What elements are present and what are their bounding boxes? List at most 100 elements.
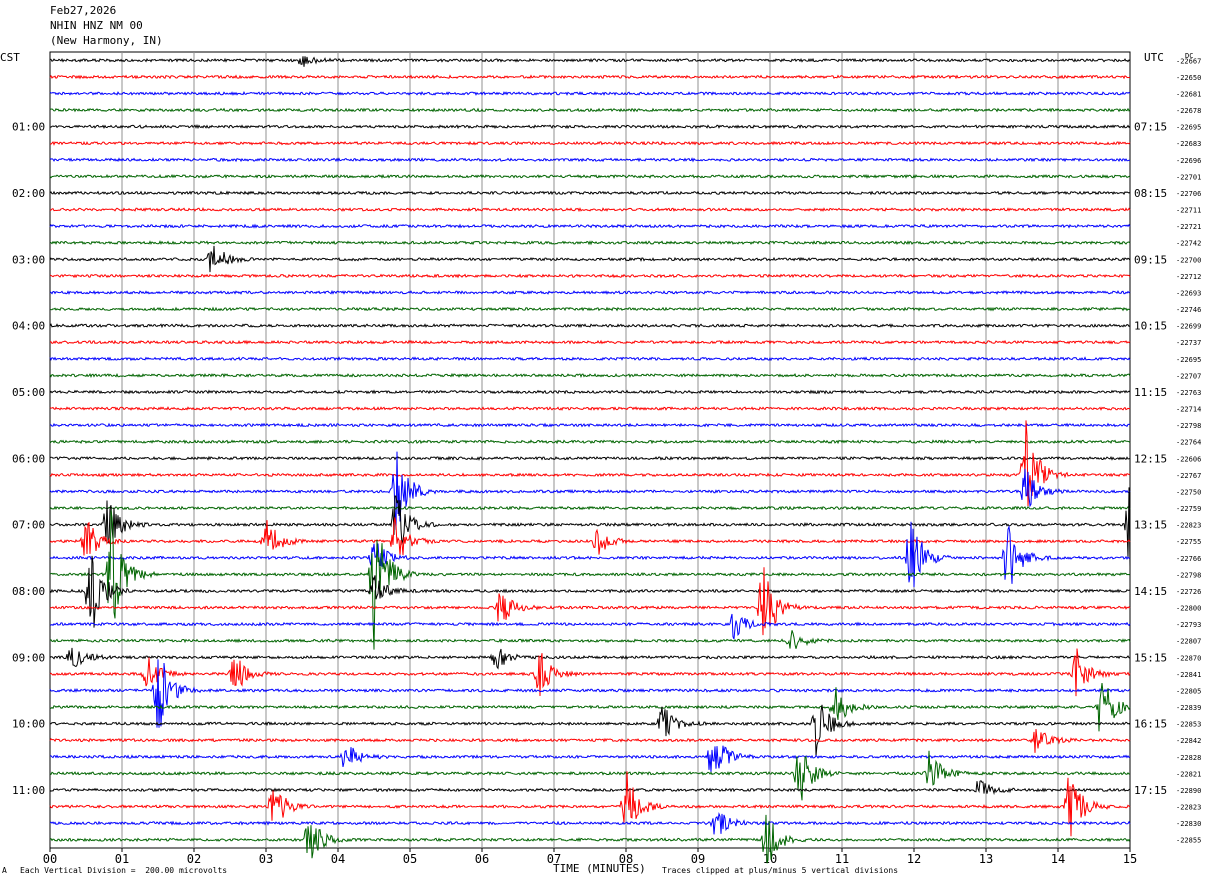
dc-offset-label: -22853 — [1176, 721, 1201, 729]
trace-row — [49, 745, 1131, 773]
dc-offset-label: -22683 — [1176, 140, 1201, 148]
left-hour-label: 10:00 — [12, 718, 45, 731]
trace-row — [49, 682, 1131, 732]
dc-offset-label: -22805 — [1176, 687, 1201, 695]
dc-offset-label: -22855 — [1176, 837, 1201, 845]
trace-row — [49, 245, 1131, 273]
trace-row — [49, 555, 1131, 628]
right-hour-label: 16:15 — [1134, 718, 1167, 731]
trace-row — [49, 124, 1131, 130]
left-hour-label: 05:00 — [12, 386, 45, 399]
trace-row — [50, 306, 1131, 312]
x-tick-label: 00 — [43, 852, 57, 866]
dc-offset-label: -22823 — [1176, 804, 1201, 812]
x-tick-label: 07 — [547, 852, 561, 866]
right-timezone-label: UTC — [1144, 51, 1164, 64]
dc-offset-label: -22828 — [1176, 754, 1201, 762]
left-hour-label: 06:00 — [12, 452, 45, 465]
x-tick-label: 11 — [835, 852, 849, 866]
plot-frame — [49, 51, 1131, 849]
x-tick-label: 06 — [475, 852, 489, 866]
right-hour-label: 17:15 — [1134, 784, 1167, 797]
plot-date: Feb27,2026 — [50, 4, 117, 17]
clipping-note: Traces clipped at plus/minus 5 vertical … — [662, 866, 899, 875]
trace-row — [49, 356, 1131, 362]
left-timezone-label: CST — [0, 51, 20, 64]
dc-offset-label: -22798 — [1176, 571, 1201, 579]
x-tick-label: 05 — [403, 852, 417, 866]
trace-row — [49, 157, 1131, 163]
trace-row — [49, 487, 1131, 567]
right-hour-label: 11:15 — [1134, 386, 1167, 399]
x-tick-label: 04 — [331, 852, 345, 866]
trace-row — [50, 510, 1131, 650]
trace-row — [49, 223, 1131, 229]
trace-row — [49, 107, 1131, 113]
trace-row — [49, 289, 1131, 295]
right-hour-label: 09:15 — [1134, 253, 1167, 266]
trace-row — [49, 771, 1131, 837]
trace-row — [49, 190, 1131, 196]
x-tick-label: 12 — [907, 852, 921, 866]
trace-row — [49, 372, 1131, 379]
dc-offset-label: -22759 — [1176, 505, 1201, 513]
dc-offset-label: -22714 — [1176, 406, 1201, 414]
trace-row — [49, 613, 1131, 640]
trace-row — [49, 659, 1131, 728]
trace-row — [49, 567, 1131, 636]
dc-offset-label: -22890 — [1176, 787, 1201, 795]
dc-offset-label: -22700 — [1176, 256, 1201, 264]
dc-offset-label: -22678 — [1176, 107, 1201, 115]
trace-row — [49, 273, 1131, 279]
x-tick-label: 03 — [259, 852, 273, 866]
dc-offset-label: -22807 — [1176, 638, 1201, 646]
trace-row — [49, 780, 1131, 796]
dc-offset-label: -22695 — [1176, 124, 1201, 132]
trace-row — [49, 240, 1131, 246]
dc-offset-label: -22706 — [1176, 190, 1201, 198]
dc-offset-label: -22696 — [1176, 157, 1201, 165]
left-hour-label: 07:00 — [12, 519, 45, 532]
dc-offset-label: -22767 — [1176, 472, 1201, 480]
dc-offset-label: -22870 — [1176, 654, 1201, 662]
trace-row — [49, 630, 1131, 649]
trace-row — [49, 439, 1131, 445]
trace-row — [49, 323, 1131, 329]
dc-offset-label: -22721 — [1176, 223, 1201, 231]
dc-offset-label: -22746 — [1176, 306, 1201, 314]
dc-offset-label: -22699 — [1176, 323, 1201, 331]
trace-row — [49, 56, 1131, 67]
left-hour-label: 01:00 — [12, 121, 45, 134]
dc-offset-label: -22823 — [1176, 522, 1201, 530]
dc-offset-label: -22764 — [1176, 439, 1201, 447]
x-axis-title: TIME (MINUTES) — [553, 862, 646, 875]
dc-offset-label: -22750 — [1176, 488, 1201, 496]
vertical-division-note: Each Vertical Division = 200.00 microvol… — [20, 866, 228, 875]
left-hour-label: 04:00 — [12, 320, 45, 333]
x-tick-label: 14 — [1051, 852, 1065, 866]
dc-offset-label: -22842 — [1176, 737, 1201, 745]
trace-row — [49, 420, 1131, 507]
trace-row — [49, 505, 1131, 511]
trace-row — [49, 647, 1131, 670]
dc-offset-label: -22667 — [1176, 57, 1201, 65]
x-tick-label: 08 — [619, 852, 633, 866]
right-hour-label: 08:15 — [1134, 187, 1167, 200]
trace-row — [49, 517, 1131, 556]
dc-offset-label: -22701 — [1176, 173, 1201, 181]
dc-offset-label: -22755 — [1176, 538, 1201, 546]
dc-offset-label: -22742 — [1176, 240, 1201, 248]
trace-row — [49, 339, 1131, 345]
trace-row — [49, 91, 1131, 96]
dc-offset-label: -22841 — [1176, 671, 1201, 679]
left-hour-label: 08:00 — [12, 585, 45, 598]
left-hour-label: 03:00 — [12, 253, 45, 266]
trace-row — [49, 812, 1131, 835]
left-hour-label: 02:00 — [12, 187, 45, 200]
dc-offset-label: -22737 — [1176, 339, 1201, 347]
footer-mark: A — [2, 866, 7, 875]
x-tick-label: 09 — [691, 852, 705, 866]
trace-row — [49, 389, 1131, 395]
trace-row — [49, 207, 1131, 213]
trace-row — [49, 814, 1131, 864]
